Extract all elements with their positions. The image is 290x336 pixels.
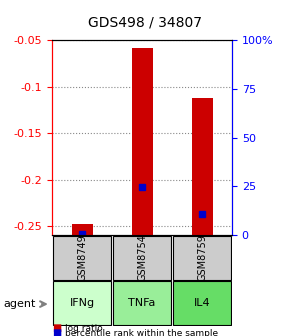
FancyBboxPatch shape xyxy=(53,282,111,325)
Text: TNFa: TNFa xyxy=(128,298,156,308)
FancyBboxPatch shape xyxy=(173,236,231,280)
Text: log ratio: log ratio xyxy=(65,324,103,333)
Text: GSM8759: GSM8759 xyxy=(197,235,207,281)
Bar xyxy=(132,48,153,235)
Bar xyxy=(72,224,93,235)
Text: percentile rank within the sample: percentile rank within the sample xyxy=(65,329,218,336)
FancyBboxPatch shape xyxy=(113,282,171,325)
FancyBboxPatch shape xyxy=(173,282,231,325)
Text: GSM8754: GSM8754 xyxy=(137,235,147,281)
Text: GSM8749: GSM8749 xyxy=(77,235,87,281)
Text: IL4: IL4 xyxy=(194,298,210,308)
Text: ■: ■ xyxy=(52,323,61,333)
Text: GDS498 / 34807: GDS498 / 34807 xyxy=(88,15,202,29)
Text: ■: ■ xyxy=(52,328,61,336)
Text: agent: agent xyxy=(3,299,35,309)
Bar xyxy=(192,98,213,235)
FancyBboxPatch shape xyxy=(53,236,111,280)
Text: IFNg: IFNg xyxy=(70,298,95,308)
FancyBboxPatch shape xyxy=(113,236,171,280)
